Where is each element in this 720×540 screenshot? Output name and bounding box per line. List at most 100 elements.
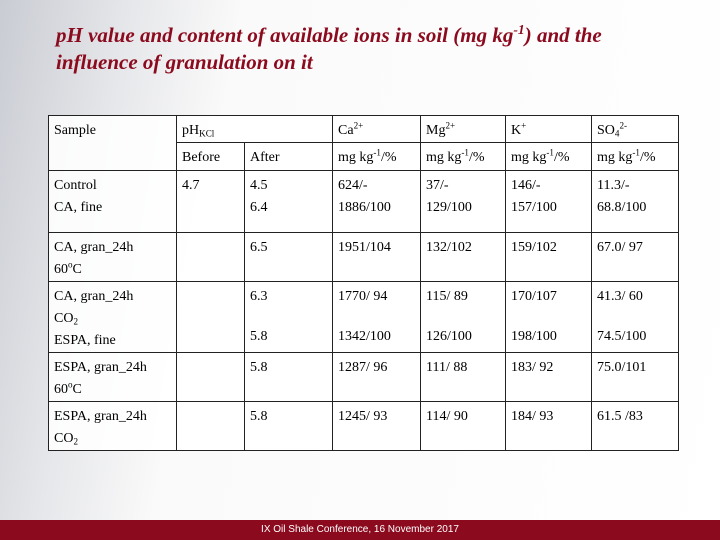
table-row: ESPA, gran_24h CO2 5.8 1245/ 93 114/ 90 184/ …	[48, 401, 679, 451]
value-cell: 37/- 129/100	[420, 170, 506, 233]
cell-line: 126/100	[426, 329, 472, 344]
cell-line: 183/ 92	[511, 360, 554, 375]
cell-line: 5.8	[250, 329, 268, 344]
superscript: -1	[513, 21, 525, 37]
cell-line: ESPA, gran_24h	[54, 409, 147, 424]
title-line: pH value and content of available ions i…	[56, 22, 706, 49]
cell-line: 60oC	[54, 259, 171, 281]
cell-line: 170/107	[511, 289, 557, 304]
value-cell: 111/ 88	[420, 352, 506, 402]
text-segment: /%	[380, 150, 397, 165]
value-cell	[176, 401, 245, 451]
cell-line: 129/100	[426, 200, 472, 215]
cell-line: CO2	[54, 428, 171, 450]
cell-line: 6.3	[250, 289, 268, 304]
value-cell: 1287/ 96	[332, 352, 421, 402]
value-cell: 6.3 5.8	[244, 281, 333, 353]
cell-line: 146/-	[511, 178, 541, 193]
value-cell: 6.5	[244, 232, 333, 282]
cell-line: Control	[54, 178, 97, 193]
value-cell: 146/- 157/100	[505, 170, 592, 233]
value-cell: 5.8	[244, 352, 333, 402]
cell-line: 198/100	[511, 329, 557, 344]
text-segment: mg kg	[426, 150, 462, 165]
cell-line: 115/ 89	[426, 289, 468, 304]
cell-line: CO2	[54, 308, 171, 330]
text-segment: /%	[639, 150, 656, 165]
superscript: -1	[461, 147, 469, 158]
text-segment: mg kg	[597, 150, 633, 165]
cell-line: 624/-	[338, 178, 368, 193]
sample-cell: ESPA, gran_24h 60oC	[48, 352, 177, 402]
text-segment: Ca	[338, 123, 354, 138]
cell-line: 114/ 90	[426, 409, 468, 424]
value-cell: 159/102	[505, 232, 592, 282]
header-cell: mg kg-1/%	[505, 142, 592, 171]
cell-line: 37/-	[426, 178, 449, 193]
text-segment: CO	[54, 311, 74, 326]
cell-line: 6.5	[250, 240, 268, 255]
cell-line: ESPA, fine	[54, 333, 116, 348]
superscript: -1	[546, 147, 554, 158]
text-segment: C	[72, 382, 82, 397]
table-row: CA, gran_24h CO2 ESPA, fine 6.3 5.8 1770/ 94 1…	[48, 281, 679, 353]
header-cell: mg kg-1/%	[420, 142, 506, 171]
header-cell: mg kg-1/%	[332, 142, 421, 171]
title-line: influence of granulation on it	[56, 50, 313, 74]
header-cell: SO42-	[591, 115, 679, 143]
cell-line: 61.5 /83	[597, 409, 643, 424]
header-cell: pHKCl	[176, 115, 333, 143]
data-table: Sample pHKCl Ca2+ Mg2+ K+ SO42- Before A…	[48, 115, 679, 451]
table-row: Control CA, fine 4.7 4.5 6.4 624/- 1886/100 37/…	[48, 170, 679, 233]
text-segment: SO	[597, 123, 615, 138]
cell-line: 132/102	[426, 240, 472, 255]
header-cell: After	[244, 142, 333, 171]
value-cell: 4.5 6.4	[244, 170, 333, 233]
header-cell: K+	[505, 115, 592, 143]
slide-title: pH value and content of available ions i…	[56, 22, 706, 76]
value-cell: 5.8	[244, 401, 333, 451]
superscript: 2-	[619, 120, 628, 131]
cell-line: 111/ 88	[426, 360, 468, 375]
text-segment: /%	[468, 150, 485, 165]
superscript: 2+	[445, 120, 456, 131]
cell-line: 75.0/101	[597, 360, 647, 375]
value-cell: 1951/104	[332, 232, 421, 282]
cell-line: 1770/ 94	[338, 289, 388, 304]
superscript: -1	[373, 147, 381, 158]
value-cell	[176, 232, 245, 282]
text-segment: C	[72, 262, 82, 277]
superscript: o	[68, 379, 73, 390]
value-cell	[176, 281, 245, 353]
cell-line: 60oC	[54, 379, 171, 401]
value-cell: 115/ 89 126/100	[420, 281, 506, 353]
cell-line: 1287/ 96	[338, 360, 388, 375]
header-cell: Before	[176, 142, 245, 171]
value-cell: 67.0/ 97	[591, 232, 679, 282]
table-row: CA, gran_24h 60oC 6.5 1951/104 132/102 159/10…	[48, 232, 679, 282]
footer: IX Oil Shale Conference, 16 November 201…	[0, 520, 720, 540]
sample-cell: ESPA, gran_24h CO2	[48, 401, 177, 451]
value-cell: 1245/ 93	[332, 401, 421, 451]
value-cell: 170/107 198/100	[505, 281, 592, 353]
cell-line: CA, gran_24h	[54, 240, 134, 255]
cell-line: 157/100	[511, 200, 557, 215]
sample-cell: CA, gran_24h CO2 ESPA, fine	[48, 281, 177, 353]
value-cell: 132/102	[420, 232, 506, 282]
value-cell: 11.3/- 68.8/100	[591, 170, 679, 233]
subscript: 4	[614, 128, 620, 139]
superscript: +	[521, 120, 527, 131]
cell-line: 1342/100	[338, 329, 391, 344]
cell-line: 68.8/100	[597, 200, 647, 215]
value-cell: 184/ 93	[505, 401, 592, 451]
cell-line: 184/ 93	[511, 409, 554, 424]
value-cell	[176, 352, 245, 402]
cell-line: 1951/104	[338, 240, 391, 255]
table-row: ESPA, gran_24h 60oC 5.8 1287/ 96 111/ 88 183/…	[48, 352, 679, 402]
text-segment: /%	[553, 150, 570, 165]
cell-line: 1886/100	[338, 200, 391, 215]
cell-line: 159/102	[511, 240, 557, 255]
superscript: 2+	[353, 120, 364, 131]
subscript: KCl	[199, 128, 215, 139]
